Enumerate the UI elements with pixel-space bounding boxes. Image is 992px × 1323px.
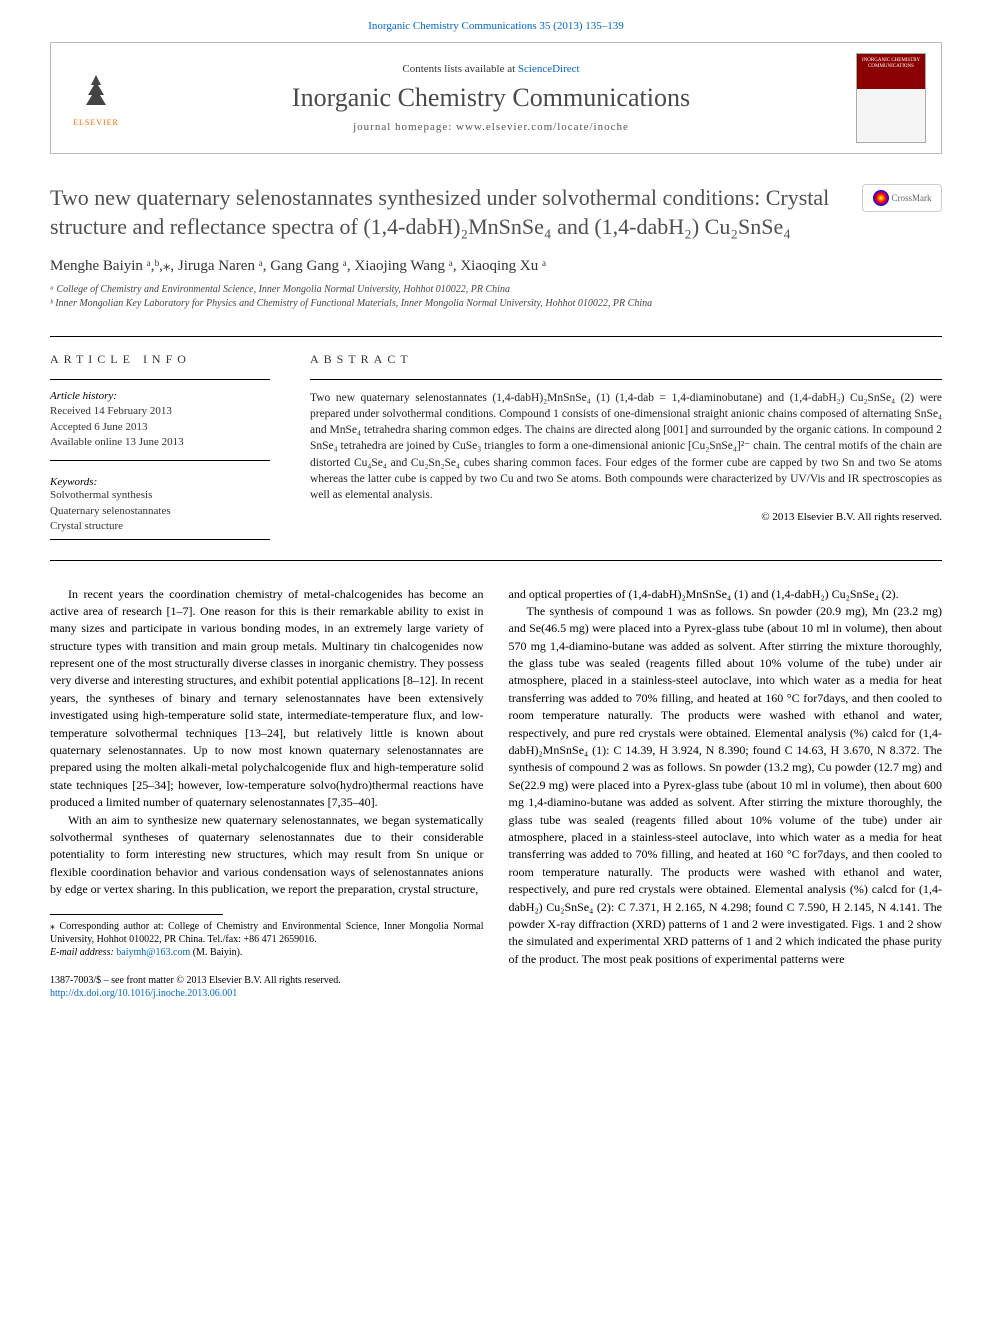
- article-title: Two new quaternary selenostannates synth…: [50, 184, 852, 241]
- journal-citation: Inorganic Chemistry Communications 35 (2…: [50, 20, 942, 32]
- journal-cover-thumbnail: INORGANIC CHEMISTRY COMMUNICATIONS: [856, 53, 926, 143]
- abstract-section: ABSTRACT Two new quaternary selenostanna…: [310, 352, 942, 539]
- elsevier-tree-icon: [76, 70, 116, 118]
- body-para-1: In recent years the coordination chemist…: [50, 586, 484, 812]
- homepage-prefix: journal homepage:: [353, 121, 456, 133]
- email-suffix: (M. Baiyin).: [190, 947, 242, 958]
- email-label: E-mail address:: [50, 947, 116, 958]
- article-info-heading: ARTICLE INFO: [50, 352, 270, 367]
- crossmark-label: CrossMark: [892, 193, 932, 203]
- authors-list: Menghe Baiyin ᵃ,ᵇ,⁎, Jiruga Naren ᵃ, Gan…: [50, 256, 942, 275]
- journal-title: Inorganic Chemistry Communications: [126, 83, 856, 113]
- contents-line: Contents lists available at ScienceDirec…: [126, 63, 856, 75]
- sciencedirect-link[interactable]: ScienceDirect: [518, 63, 580, 75]
- corr-text: ⁎ Corresponding author at: College of Ch…: [50, 921, 484, 945]
- keyword-3: Crystal structure: [50, 519, 270, 534]
- abstract-copyright: © 2013 Elsevier B.V. All rights reserved…: [310, 511, 942, 523]
- history-online: Available online 13 June 2013: [50, 435, 270, 450]
- keyword-1: Solvothermal synthesis: [50, 488, 270, 503]
- homepage-url: www.elsevier.com/locate/inoche: [456, 121, 629, 133]
- contents-prefix: Contents lists available at: [402, 63, 517, 75]
- affiliation-b: ᵇ Inner Mongolian Key Laboratory for Phy…: [50, 297, 942, 311]
- body-columns: In recent years the coordination chemist…: [50, 586, 942, 1000]
- history-received: Received 14 February 2013: [50, 404, 270, 419]
- keywords-heading: Keywords:: [50, 476, 270, 488]
- keyword-2: Quaternary selenostannates: [50, 504, 270, 519]
- doi-link[interactable]: http://dx.doi.org/10.1016/j.inoche.2013.…: [50, 988, 237, 999]
- bottom-line: 1387-7003/$ – see front matter © 2013 El…: [50, 974, 484, 1000]
- body-column-left: In recent years the coordination chemist…: [50, 586, 484, 1000]
- body-para-4: The synthesis of compound 1 was as follo…: [509, 603, 943, 968]
- body-column-right: and optical properties of (1,4-dabH)₂MnS…: [509, 586, 943, 1000]
- corresponding-footnote: ⁎ Corresponding author at: College of Ch…: [50, 920, 484, 959]
- affiliations: ᵃ College of Chemistry and Environmental…: [50, 283, 942, 311]
- abstract-text: Two new quaternary selenostannates (1,4-…: [310, 390, 942, 503]
- crossmark-icon: [873, 190, 889, 206]
- article-info-sidebar: ARTICLE INFO Article history: Received 1…: [50, 352, 270, 539]
- body-para-3: and optical properties of (1,4-dabH)₂MnS…: [509, 586, 943, 603]
- cover-text: INORGANIC CHEMISTRY COMMUNICATIONS: [859, 58, 923, 69]
- issn-line: 1387-7003/$ – see front matter © 2013 El…: [50, 975, 341, 986]
- journal-homepage: journal homepage: www.elsevier.com/locat…: [126, 121, 856, 133]
- elsevier-name: ELSEVIER: [73, 118, 119, 127]
- history-accepted: Accepted 6 June 2013: [50, 420, 270, 435]
- crossmark-badge[interactable]: CrossMark: [862, 184, 942, 212]
- email-link[interactable]: baiymh@163.com: [116, 947, 190, 958]
- body-para-2: With an aim to synthesize new quaternary…: [50, 812, 484, 899]
- journal-header-box: ELSEVIER Contents lists available at Sci…: [50, 42, 942, 154]
- elsevier-logo: ELSEVIER: [66, 68, 126, 128]
- header-center: Contents lists available at ScienceDirec…: [126, 63, 856, 133]
- abstract-heading: ABSTRACT: [310, 352, 942, 367]
- affiliation-a: ᵃ College of Chemistry and Environmental…: [50, 283, 942, 297]
- history-heading: Article history:: [50, 390, 270, 402]
